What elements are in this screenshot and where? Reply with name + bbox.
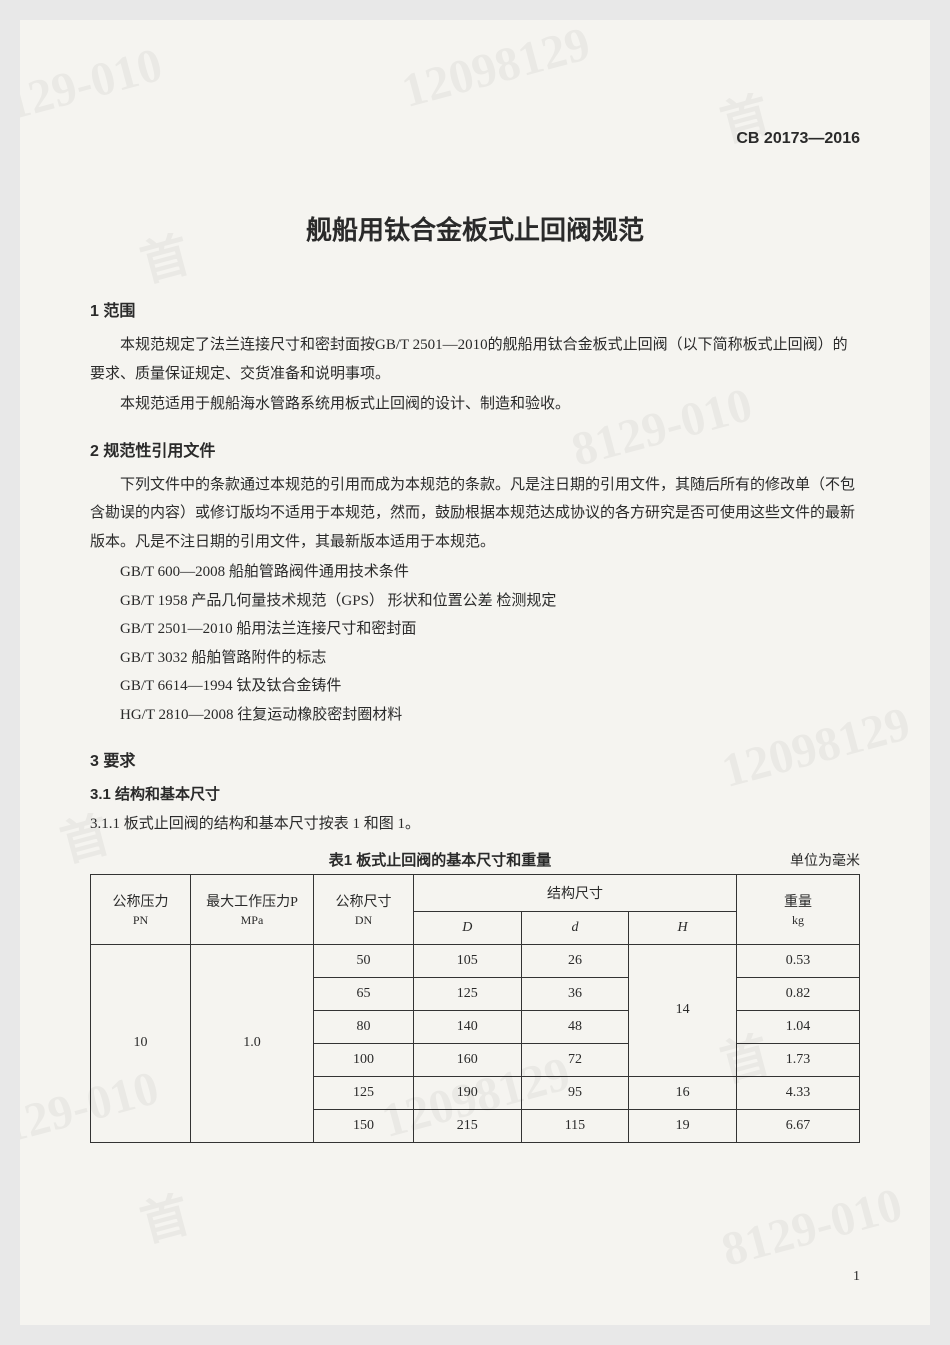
cell-D: 160 — [413, 1043, 521, 1076]
cell-wt: 1.04 — [736, 1010, 859, 1043]
reference-item: GB/T 1958 产品几何量技术规范（GPS） 形状和位置公差 检测规定 — [90, 587, 860, 616]
dimensions-table: 公称压力 PN 最大工作压力P MPa 公称尺寸 DN 结构尺寸 重量 kg — [90, 874, 860, 1143]
th-p: 最大工作压力P MPa — [190, 874, 313, 944]
section-3-1-1: 3.1.1 板式止回阀的结构和基本尺寸按表 1 和图 1。 — [90, 810, 860, 839]
watermark: 首 — [132, 1175, 196, 1255]
th-pn: 公称压力 PN — [91, 874, 191, 944]
cell-dn: 150 — [314, 1109, 414, 1142]
reference-item: GB/T 6614—1994 钛及钛合金铸件 — [90, 672, 860, 701]
page-number: 1 — [853, 1269, 860, 1285]
cell-wt: 0.82 — [736, 977, 859, 1010]
section-1-head: 1 范围 — [90, 297, 860, 321]
table-unit: 单位为毫米 — [790, 850, 860, 870]
cell-H: 19 — [629, 1109, 737, 1142]
watermark: 12098129 — [396, 20, 596, 119]
section-3-head: 3 要求 — [90, 747, 860, 771]
th-wt-text: 重量 — [784, 895, 812, 910]
cell-wt: 4.33 — [736, 1076, 859, 1109]
section-2-para-1: 下列文件中的条款通过本规范的引用而成为本规范的条款。凡是注日期的引用文件，其随后… — [90, 471, 860, 557]
cell-wt: 1.73 — [736, 1043, 859, 1076]
th-pn-sub: PN — [95, 913, 186, 928]
table-row: 10 1.0 50 105 26 14 0.53 — [91, 944, 860, 977]
document-code: CB 20173—2016 — [736, 130, 860, 148]
reference-item: HG/T 2810—2008 往复运动橡胶密封圈材料 — [90, 701, 860, 730]
cell-D: 125 — [413, 977, 521, 1010]
cell-D: 190 — [413, 1076, 521, 1109]
cell-d: 95 — [521, 1076, 629, 1109]
cell-d: 72 — [521, 1043, 629, 1076]
cell-dn: 100 — [314, 1043, 414, 1076]
reference-item: GB/T 600—2008 船舶管路阀件通用技术条件 — [90, 558, 860, 587]
th-dn-text: 公称尺寸 — [335, 895, 391, 910]
cell-p: 1.0 — [190, 944, 313, 1142]
cell-d: 115 — [521, 1109, 629, 1142]
cell-pn: 10 — [91, 944, 191, 1142]
cell-H: 14 — [629, 944, 737, 1076]
section-2-head: 2 规范性引用文件 — [90, 437, 860, 461]
cell-dn: 65 — [314, 977, 414, 1010]
cell-D: 105 — [413, 944, 521, 977]
table-caption: 表1 板式止回阀的基本尺寸和重量 — [90, 849, 790, 870]
cell-D: 215 — [413, 1109, 521, 1142]
document-title: 舰船用钛合金板式止回阀规范 — [90, 210, 860, 247]
section-1-para-2: 本规范适用于舰船海水管路系统用板式止回阀的设计、制造和验收。 — [90, 390, 860, 419]
cell-D: 140 — [413, 1010, 521, 1043]
document-page: 8129-010 12098129 首 首 8129-010 12098129 … — [20, 20, 930, 1325]
th-p-text: 最大工作压力P — [206, 895, 298, 910]
th-pn-text: 公称压力 — [112, 895, 168, 910]
th-dn-sub: DN — [318, 913, 409, 928]
section-1-para-1: 本规范规定了法兰连接尺寸和密封面按GB/T 2501—2010的舰船用钛合金板式… — [90, 331, 860, 388]
th-wt: 重量 kg — [736, 874, 859, 944]
cell-wt: 0.53 — [736, 944, 859, 977]
reference-item: GB/T 2501—2010 船用法兰连接尺寸和密封面 — [90, 615, 860, 644]
th-D: D — [413, 911, 521, 944]
table-body: 10 1.0 50 105 26 14 0.53 65 125 36 0.82 … — [91, 944, 860, 1142]
cell-d: 36 — [521, 977, 629, 1010]
cell-H: 16 — [629, 1076, 737, 1109]
th-d: d — [521, 911, 629, 944]
cell-dn: 50 — [314, 944, 414, 977]
table-head: 公称压力 PN 最大工作压力P MPa 公称尺寸 DN 结构尺寸 重量 kg — [91, 874, 860, 944]
cell-dn: 125 — [314, 1076, 414, 1109]
cell-wt: 6.67 — [736, 1109, 859, 1142]
th-struct: 结构尺寸 — [413, 874, 736, 911]
th-wt-sub: kg — [741, 913, 855, 928]
th-p-sub: MPa — [195, 913, 309, 928]
cell-d: 26 — [521, 944, 629, 977]
cell-d: 48 — [521, 1010, 629, 1043]
th-H: H — [629, 911, 737, 944]
section-3-1-head: 3.1 结构和基本尺寸 — [90, 783, 860, 804]
table-caption-row: 表1 板式止回阀的基本尺寸和重量 单位为毫米 — [90, 849, 860, 870]
watermark: 8129-010 — [20, 37, 168, 138]
cell-dn: 80 — [314, 1010, 414, 1043]
th-dn: 公称尺寸 DN — [314, 874, 414, 944]
watermark: 8129-010 — [716, 1177, 908, 1278]
reference-item: GB/T 3032 船舶管路附件的标志 — [90, 644, 860, 673]
